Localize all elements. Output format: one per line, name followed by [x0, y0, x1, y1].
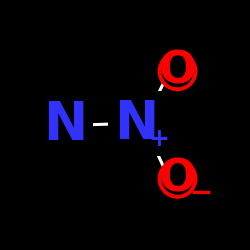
Circle shape	[161, 55, 194, 88]
Text: −: −	[190, 178, 213, 206]
Text: N: N	[43, 99, 87, 151]
Text: +: +	[148, 127, 169, 151]
Text: O: O	[158, 50, 196, 93]
Text: O: O	[158, 157, 196, 200]
Text: N: N	[114, 98, 158, 150]
Circle shape	[161, 162, 194, 195]
